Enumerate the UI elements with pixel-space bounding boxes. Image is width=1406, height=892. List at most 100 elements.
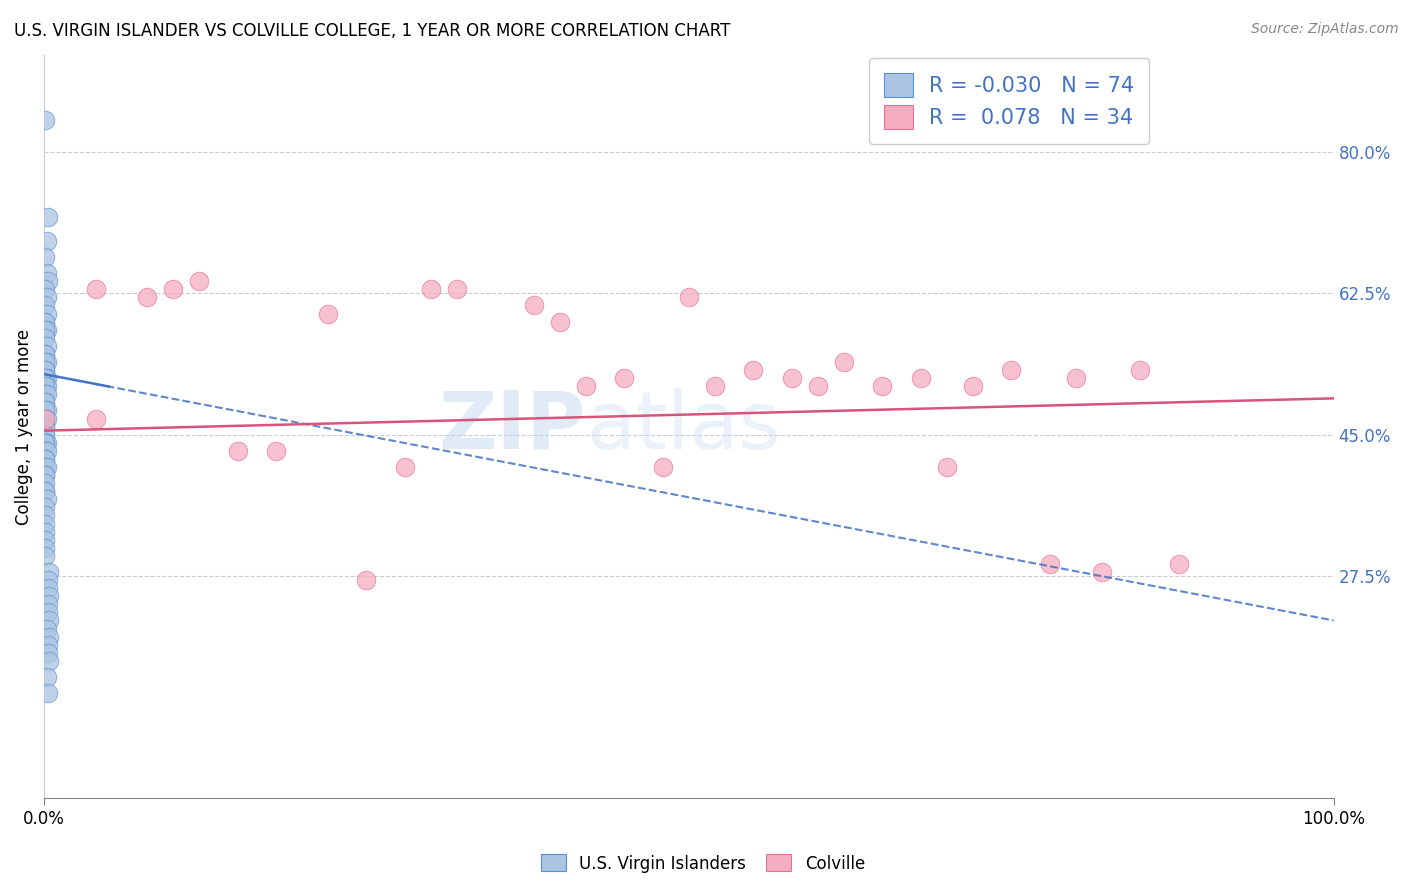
Point xyxy=(162,282,184,296)
Point xyxy=(34,443,56,458)
Point xyxy=(34,395,56,409)
Point xyxy=(34,435,56,450)
Point xyxy=(35,323,58,337)
Point xyxy=(34,435,56,450)
Point xyxy=(37,573,59,587)
Point xyxy=(1039,557,1062,571)
Point xyxy=(34,460,56,475)
Text: Source: ZipAtlas.com: Source: ZipAtlas.com xyxy=(1251,22,1399,37)
Point xyxy=(35,266,58,280)
Point xyxy=(34,452,56,467)
Point xyxy=(35,379,58,393)
Point xyxy=(35,387,58,401)
Point xyxy=(37,581,59,595)
Point xyxy=(780,371,803,385)
Point xyxy=(34,355,56,369)
Point xyxy=(35,670,58,684)
Point xyxy=(84,411,107,425)
Point xyxy=(34,541,56,555)
Point xyxy=(935,460,957,475)
Point xyxy=(34,403,56,417)
Y-axis label: College, 1 year or more: College, 1 year or more xyxy=(15,328,32,524)
Point xyxy=(34,427,56,442)
Point xyxy=(34,452,56,467)
Point xyxy=(35,371,58,385)
Point xyxy=(34,371,56,385)
Point xyxy=(187,274,209,288)
Point xyxy=(807,379,830,393)
Point xyxy=(34,516,56,531)
Point xyxy=(35,460,58,475)
Point xyxy=(34,363,56,377)
Point xyxy=(38,614,60,628)
Point xyxy=(136,290,159,304)
Point xyxy=(34,468,56,483)
Text: atlas: atlas xyxy=(586,388,780,466)
Point xyxy=(35,443,58,458)
Point xyxy=(34,427,56,442)
Point xyxy=(1090,565,1112,579)
Point xyxy=(34,484,56,499)
Point xyxy=(742,363,765,377)
Point xyxy=(264,443,287,458)
Point xyxy=(226,443,249,458)
Point xyxy=(34,419,56,434)
Point xyxy=(34,112,56,127)
Point xyxy=(34,419,56,434)
Point xyxy=(38,589,60,603)
Point xyxy=(37,606,59,620)
Point xyxy=(34,282,56,296)
Point xyxy=(678,290,700,304)
Point xyxy=(84,282,107,296)
Point xyxy=(35,492,58,507)
Point xyxy=(613,371,636,385)
Point xyxy=(34,387,56,401)
Legend: R = -0.030   N = 74, R =  0.078   N = 34: R = -0.030 N = 74, R = 0.078 N = 34 xyxy=(869,58,1149,144)
Point xyxy=(37,597,59,611)
Point xyxy=(37,638,59,652)
Point xyxy=(34,500,56,515)
Point xyxy=(34,508,56,523)
Point xyxy=(37,646,59,660)
Point xyxy=(34,411,56,425)
Point xyxy=(523,298,546,312)
Point xyxy=(34,298,56,312)
Text: ZIP: ZIP xyxy=(439,388,586,466)
Point xyxy=(34,331,56,345)
Point xyxy=(35,290,58,304)
Point xyxy=(872,379,894,393)
Point xyxy=(35,307,58,321)
Point xyxy=(34,524,56,539)
Point xyxy=(703,379,725,393)
Point xyxy=(34,411,56,425)
Point xyxy=(394,460,416,475)
Point xyxy=(652,460,675,475)
Point xyxy=(34,476,56,491)
Legend: U.S. Virgin Islanders, Colville: U.S. Virgin Islanders, Colville xyxy=(534,847,872,880)
Point xyxy=(35,403,58,417)
Point xyxy=(34,363,56,377)
Point xyxy=(34,347,56,361)
Point xyxy=(38,654,60,668)
Point xyxy=(37,210,59,224)
Point xyxy=(35,411,58,425)
Point xyxy=(35,355,58,369)
Point xyxy=(1129,363,1152,377)
Point xyxy=(1064,371,1087,385)
Point xyxy=(35,339,58,353)
Point xyxy=(34,379,56,393)
Point xyxy=(34,315,56,329)
Point xyxy=(575,379,598,393)
Point xyxy=(37,274,59,288)
Point xyxy=(35,234,58,248)
Point xyxy=(446,282,468,296)
Point xyxy=(34,484,56,499)
Point xyxy=(962,379,984,393)
Point xyxy=(34,250,56,264)
Point xyxy=(34,533,56,547)
Point xyxy=(38,565,60,579)
Point xyxy=(38,630,60,644)
Point xyxy=(316,307,339,321)
Text: U.S. VIRGIN ISLANDER VS COLVILLE COLLEGE, 1 YEAR OR MORE CORRELATION CHART: U.S. VIRGIN ISLANDER VS COLVILLE COLLEGE… xyxy=(14,22,731,40)
Point xyxy=(548,315,571,329)
